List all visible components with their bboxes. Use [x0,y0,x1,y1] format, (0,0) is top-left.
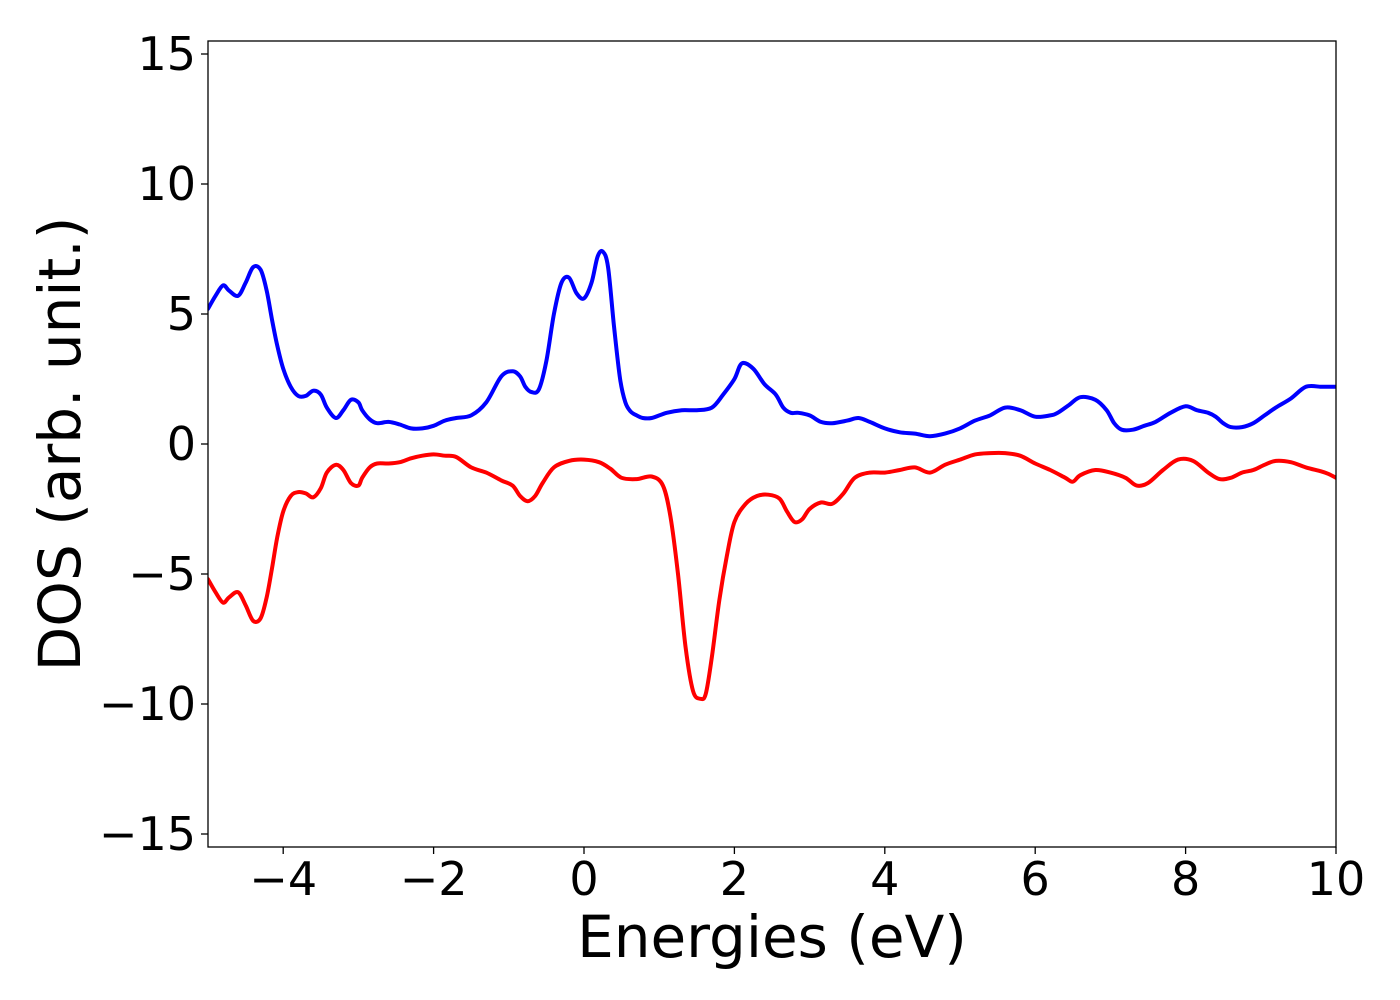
plot-area-frame [207,40,1337,848]
x-tick-label: 6 [1021,852,1050,906]
series-line-2 [208,450,1336,702]
y-tick-label: −5 [128,547,196,601]
series-line-1 [208,249,1336,439]
x-tick-label: −4 [249,852,317,906]
y-axis-ticks: −15 −10 −5 0 5 10 15 [99,27,208,861]
x-tick-label: 2 [720,852,749,906]
y-tick-label: 5 [167,287,196,341]
y-tick-label: 15 [137,27,196,81]
y-tick-label: −10 [99,677,196,731]
x-tick-label: 4 [870,852,899,906]
y-tick-label: 10 [137,157,196,211]
x-axis-ticks: −4 −2 0 2 4 6 8 10 [249,847,1365,906]
x-tick-label: −2 [400,852,468,906]
x-tick-label: 8 [1171,852,1200,906]
y-tick-label: 0 [167,417,196,471]
x-axis-label: Energies (eV) [577,903,967,971]
y-axis-label: DOS (arb. unit.) [26,217,94,672]
x-tick-label: 0 [569,852,598,906]
x-tick-label: 10 [1307,852,1366,906]
y-tick-label: −15 [99,807,196,861]
series-layer [208,249,1336,702]
